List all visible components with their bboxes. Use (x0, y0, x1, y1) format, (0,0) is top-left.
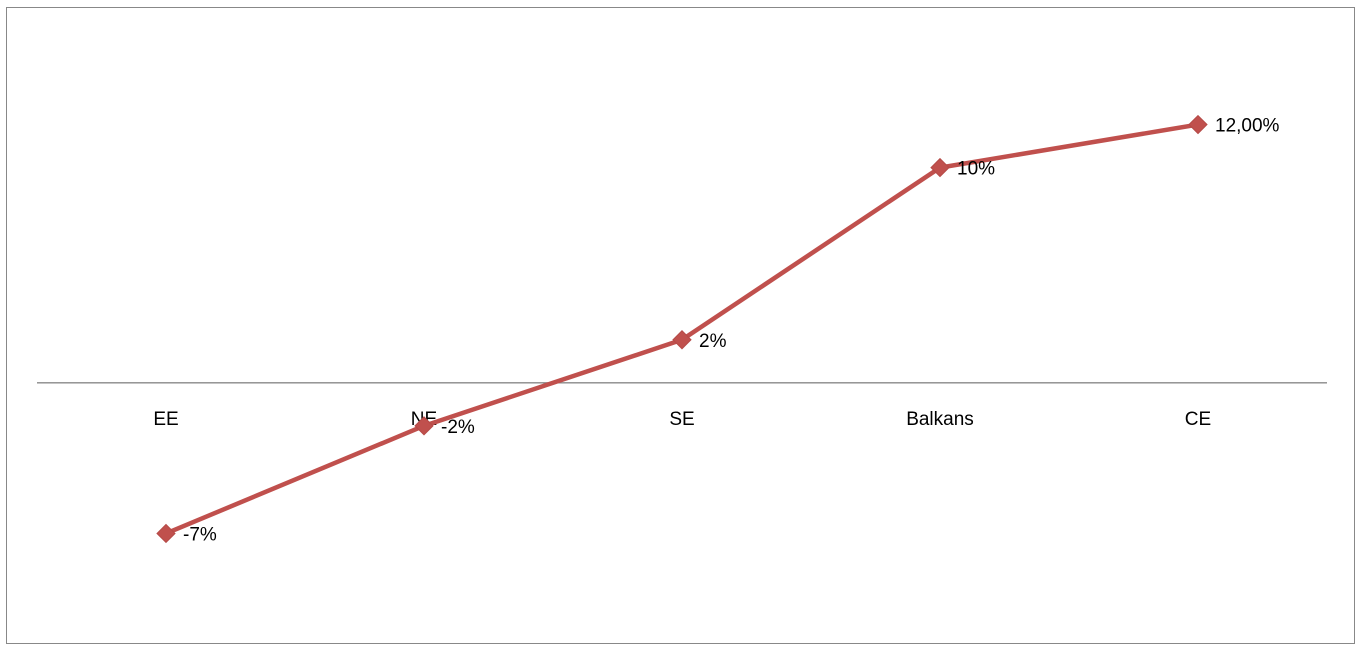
data-label: -7% (183, 524, 217, 545)
x-tick-label: CE (1185, 409, 1211, 430)
series-line (163, 122, 1201, 536)
data-label: 2% (699, 331, 727, 352)
data-label: 10% (957, 159, 995, 180)
x-tick-label: EE (153, 409, 178, 430)
data-point-marker (930, 157, 950, 178)
x-tick-label: Balkans (906, 409, 974, 430)
data-label: 12,00% (1215, 116, 1280, 137)
x-tick-label: SE (669, 409, 694, 430)
chart-frame (6, 7, 1355, 644)
data-point-marker (414, 416, 434, 436)
data-point-marker (672, 330, 692, 350)
data-point-marker (1188, 114, 1208, 135)
data-label: -2% (441, 417, 475, 438)
data-point-marker (156, 523, 176, 544)
